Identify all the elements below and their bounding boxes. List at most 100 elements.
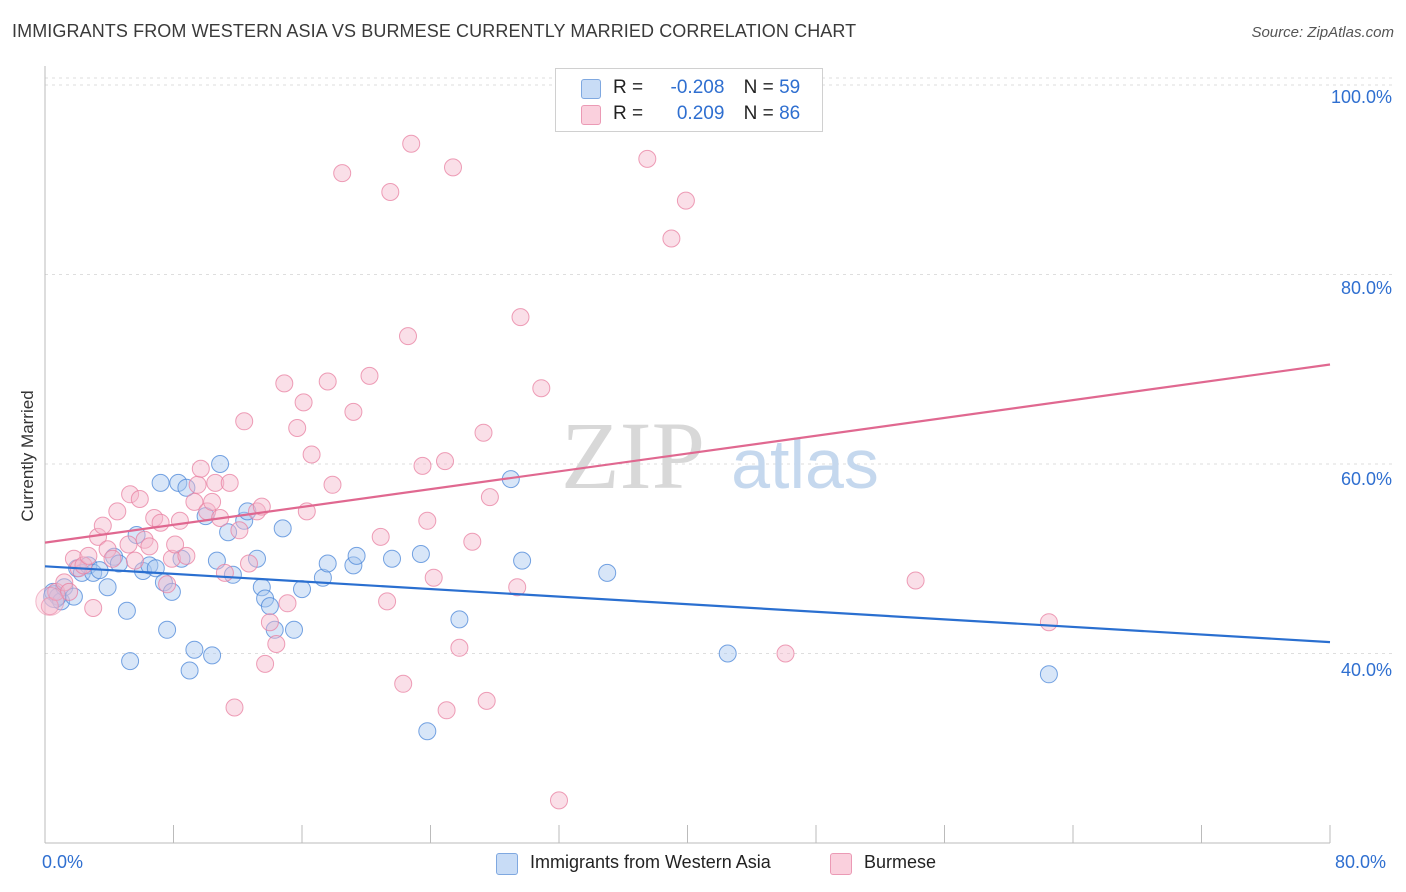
data-point — [285, 620, 303, 639]
legend-n-label: N = — [743, 103, 774, 124]
data-point — [177, 478, 196, 497]
data-point — [158, 620, 177, 639]
series-burmese — [35, 134, 1058, 810]
data-point — [275, 374, 294, 393]
data-point — [252, 497, 271, 516]
data-point — [151, 513, 170, 532]
data-point — [260, 613, 279, 632]
data-point — [215, 563, 234, 582]
watermark-zip: ZIP — [561, 402, 705, 509]
x-tick-label-max: 80.0% — [1335, 852, 1387, 872]
data-point — [119, 535, 138, 554]
x-tick-label-min: 0.0% — [42, 852, 84, 872]
data-point — [477, 691, 496, 710]
data-point — [230, 521, 249, 540]
data-point — [185, 492, 204, 511]
data-point — [177, 546, 196, 565]
data-point — [302, 445, 321, 464]
data-point — [344, 556, 363, 575]
data-point — [191, 459, 210, 478]
data-point — [260, 597, 279, 616]
data-point — [121, 485, 140, 504]
data-point — [1039, 613, 1058, 632]
data-point — [1039, 665, 1058, 684]
data-point — [203, 492, 222, 511]
data-point — [103, 549, 122, 568]
trend-lines — [44, 363, 1331, 644]
data-point — [676, 191, 695, 210]
data-point — [344, 402, 363, 421]
data-point — [206, 473, 225, 492]
data-point-cluster — [35, 586, 65, 616]
data-point — [211, 455, 230, 473]
legend-label-western-asia: Immigrants from Western Asia — [530, 852, 771, 872]
data-point — [513, 551, 532, 570]
trend-line — [44, 565, 1331, 644]
data-point — [93, 516, 112, 535]
data-point — [371, 527, 390, 546]
data-point — [235, 412, 254, 431]
data-point — [444, 158, 462, 177]
legend-n-value: 59 — [779, 77, 801, 98]
data-point — [84, 599, 103, 617]
data-point — [203, 646, 222, 665]
data-point — [166, 535, 185, 554]
watermark: ZIP atlas — [561, 402, 879, 509]
data-point — [170, 511, 189, 530]
data-point — [638, 149, 657, 168]
y-tick-label-80: 80.0% — [1340, 278, 1392, 298]
data-point — [480, 488, 499, 507]
data-point — [418, 722, 437, 741]
data-point — [278, 594, 297, 613]
data-point — [220, 473, 239, 492]
data-point — [532, 379, 551, 398]
data-point — [108, 502, 127, 521]
legend-r-value: 0.209 — [676, 103, 725, 124]
y-tick-label-40: 40.0% — [1340, 660, 1392, 680]
data-point — [158, 575, 177, 594]
data-point — [225, 698, 244, 717]
data-point — [273, 519, 292, 538]
legend-n-label: N = — [743, 77, 774, 98]
data-point — [240, 554, 258, 573]
data-point — [267, 635, 286, 653]
data-point — [55, 573, 74, 592]
trend-line — [44, 363, 1331, 544]
data-point — [402, 134, 421, 153]
data-point — [511, 308, 530, 327]
data-point-cluster — [43, 585, 67, 609]
axes — [44, 66, 1331, 844]
data-point — [399, 327, 417, 346]
data-point — [450, 638, 469, 657]
data-point — [318, 372, 337, 391]
data-point — [424, 568, 443, 587]
legend-n-value: 86 — [779, 103, 801, 124]
data-point — [333, 164, 352, 183]
data-point — [662, 229, 681, 248]
legend-swatch-burmese — [830, 853, 852, 875]
data-point — [394, 674, 413, 693]
legend-swatch-burmese — [581, 105, 601, 125]
data-point — [185, 640, 204, 659]
data-point — [598, 563, 617, 582]
data-point — [474, 423, 493, 442]
data-point — [906, 571, 925, 590]
data-point — [323, 475, 342, 494]
data-point — [437, 701, 456, 720]
data-point — [463, 532, 482, 551]
legend-r-label: R = — [613, 77, 644, 98]
data-point — [776, 644, 795, 663]
data-point — [140, 537, 159, 556]
legend-swatch-western-asia — [496, 853, 518, 875]
data-point — [219, 523, 238, 542]
data-point — [436, 452, 454, 471]
data-point — [413, 456, 432, 475]
data-point — [151, 473, 170, 492]
legend-r-value: -0.208 — [670, 77, 725, 98]
legend-label-burmese: Burmese — [864, 852, 937, 872]
data-point — [450, 610, 469, 629]
data-point — [378, 592, 397, 611]
data-point — [381, 183, 400, 201]
legend-r-label: R = — [613, 103, 644, 124]
